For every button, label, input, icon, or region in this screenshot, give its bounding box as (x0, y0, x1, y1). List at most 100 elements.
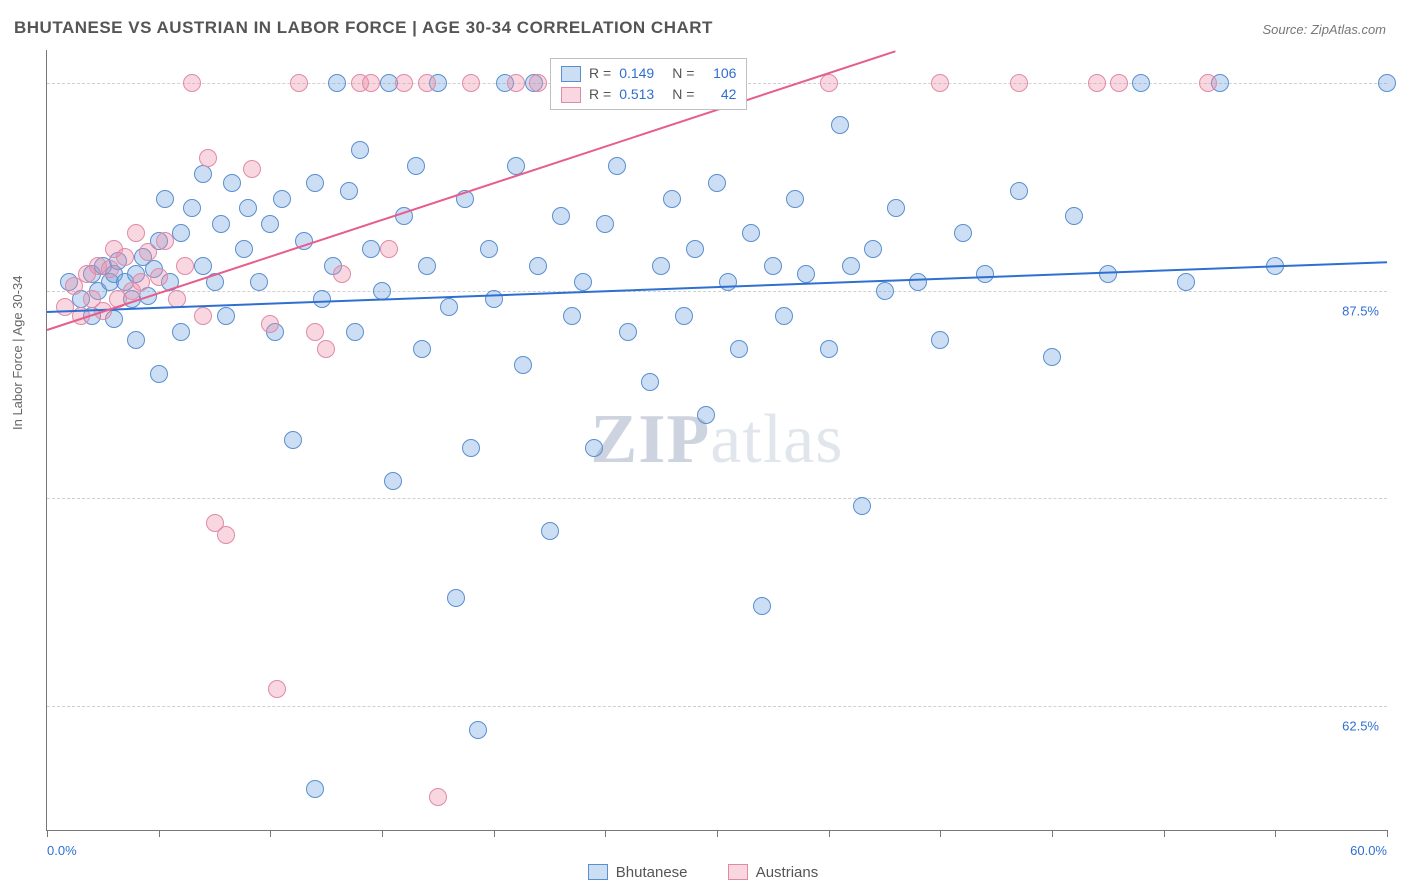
data-point (306, 780, 324, 798)
gridline (47, 706, 1387, 707)
data-point (842, 257, 860, 275)
x-tick (47, 830, 48, 837)
data-point (194, 165, 212, 183)
data-point (1177, 273, 1195, 291)
data-point (469, 721, 487, 739)
data-point (1132, 74, 1150, 92)
x-tick (382, 830, 383, 837)
data-point (418, 74, 436, 92)
data-point (440, 298, 458, 316)
data-point (641, 373, 659, 391)
data-point (284, 431, 302, 449)
data-point (290, 74, 308, 92)
data-point (608, 157, 626, 175)
x-tick (1275, 830, 1276, 837)
data-point (1378, 74, 1396, 92)
data-point (261, 215, 279, 233)
data-point (909, 273, 927, 291)
data-point (887, 199, 905, 217)
y-tick-label: 87.5% (1342, 303, 1379, 318)
data-point (764, 257, 782, 275)
data-point (116, 248, 134, 266)
data-point (306, 323, 324, 341)
data-point (132, 273, 150, 291)
data-point (585, 439, 603, 457)
data-point (362, 240, 380, 258)
data-point (730, 340, 748, 358)
legend-bottom: Bhutanese Austrians (0, 864, 1406, 885)
data-point (313, 290, 331, 308)
data-point (853, 497, 871, 515)
data-point (380, 240, 398, 258)
data-point (306, 174, 324, 192)
data-point (351, 141, 369, 159)
data-point (413, 340, 431, 358)
data-point (268, 680, 286, 698)
x-tick (1164, 830, 1165, 837)
data-point (514, 356, 532, 374)
data-point (172, 323, 190, 341)
x-tick (270, 830, 271, 837)
data-point (797, 265, 815, 283)
data-point (507, 74, 525, 92)
x-tick (1052, 830, 1053, 837)
data-point (407, 157, 425, 175)
data-point (261, 315, 279, 333)
stat-n-value: 42 (702, 84, 736, 105)
legend-swatch (561, 66, 581, 82)
plot-area: ZIPatlas 62.5%87.5%0.0%60.0% (46, 50, 1387, 831)
data-point (194, 307, 212, 325)
data-point (876, 282, 894, 300)
data-point (328, 74, 346, 92)
gridline (47, 498, 1387, 499)
data-point (462, 439, 480, 457)
stat-r-value: 0.149 (619, 63, 654, 84)
data-point (976, 265, 994, 283)
data-point (954, 224, 972, 242)
data-point (831, 116, 849, 134)
data-point (552, 207, 570, 225)
data-point (1199, 74, 1217, 92)
data-point (333, 265, 351, 283)
data-point (1088, 74, 1106, 92)
legend-label: Bhutanese (616, 864, 688, 881)
data-point (317, 340, 335, 358)
data-point (708, 174, 726, 192)
data-point (199, 149, 217, 167)
data-point (447, 589, 465, 607)
data-point (686, 240, 704, 258)
data-point (217, 526, 235, 544)
data-point (574, 273, 592, 291)
data-point (786, 190, 804, 208)
data-point (697, 406, 715, 424)
data-point (101, 260, 119, 278)
data-point (243, 160, 261, 178)
data-point (172, 224, 190, 242)
data-point (183, 199, 201, 217)
data-point (820, 74, 838, 92)
x-tick-label: 60.0% (1350, 843, 1387, 858)
data-point (250, 273, 268, 291)
data-point (150, 268, 168, 286)
data-point (194, 257, 212, 275)
data-point (139, 243, 157, 261)
data-point (1110, 74, 1128, 92)
data-point (652, 257, 670, 275)
data-point (742, 224, 760, 242)
data-point (719, 273, 737, 291)
data-point (239, 199, 257, 217)
data-point (462, 74, 480, 92)
legend-stat-row: R = 0.149N = 106 (561, 63, 736, 84)
data-point (529, 74, 547, 92)
data-point (235, 240, 253, 258)
data-point (529, 257, 547, 275)
data-point (418, 257, 436, 275)
legend-swatch (561, 87, 581, 103)
legend-stat-row: R = 0.513N = 42 (561, 84, 736, 105)
stat-n-label: N = (672, 63, 694, 84)
data-point (273, 190, 291, 208)
watermark: ZIPatlas (591, 400, 844, 480)
data-point (485, 290, 503, 308)
x-tick (940, 830, 941, 837)
x-tick (1387, 830, 1388, 837)
